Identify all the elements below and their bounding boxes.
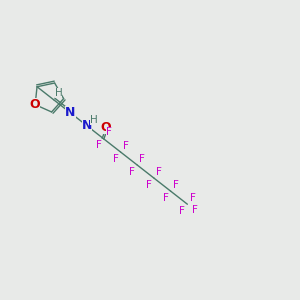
- Text: F: F: [156, 167, 162, 177]
- Text: F: F: [112, 154, 118, 164]
- Text: F: F: [192, 205, 198, 215]
- Text: F: F: [163, 193, 169, 203]
- Text: F: F: [190, 193, 195, 203]
- Text: F: F: [179, 206, 185, 216]
- Text: N: N: [82, 119, 92, 132]
- Text: O: O: [30, 98, 40, 111]
- Text: F: F: [129, 167, 135, 177]
- Text: F: F: [123, 140, 129, 151]
- Text: F: F: [96, 140, 102, 151]
- Text: N: N: [65, 106, 76, 119]
- Text: F: F: [146, 180, 152, 190]
- Text: F: F: [173, 180, 179, 190]
- Text: F: F: [106, 128, 112, 137]
- Text: F: F: [140, 154, 145, 164]
- Text: O: O: [101, 122, 111, 134]
- Text: H: H: [55, 88, 62, 98]
- Text: H: H: [90, 115, 98, 125]
